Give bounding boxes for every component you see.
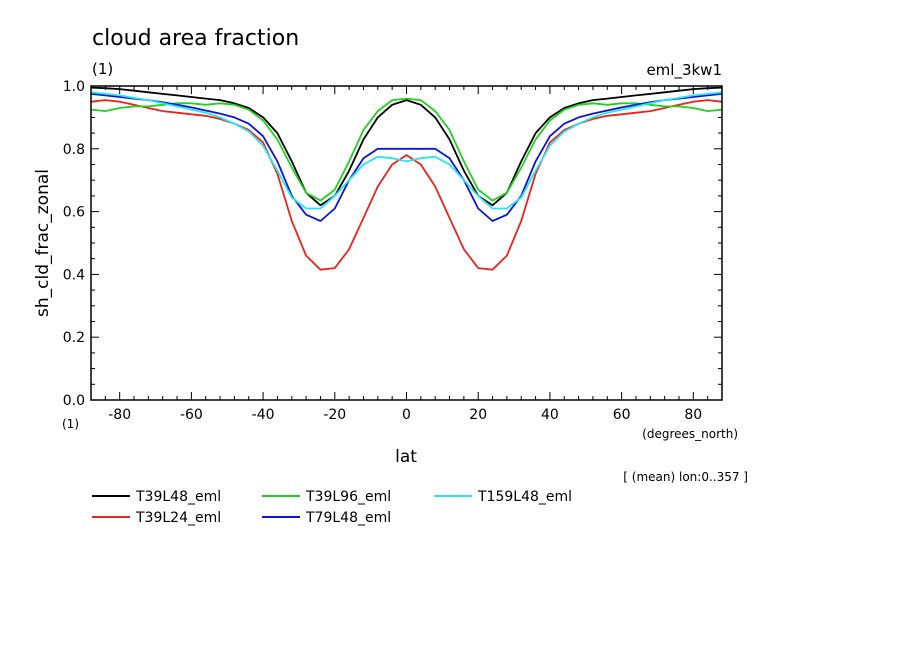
x-tick-label: 0 xyxy=(402,407,411,423)
x-tick-label: -60 xyxy=(180,407,203,423)
x-tick-label: 60 xyxy=(613,407,631,423)
axis-ticks: -80 -60 -40 -20 0 20 40 60 80 0.0 0.2 0.4 0.6 0.8 1.0 xyxy=(63,79,723,423)
legend-label: T39L96_eml xyxy=(305,489,391,505)
x-axis-label: lat xyxy=(395,447,417,467)
x-tick-label: 80 xyxy=(684,407,702,423)
series-line-t39l96_eml xyxy=(90,97,723,202)
x-axis-unit: (degrees_north) xyxy=(642,427,738,441)
series-line-t39l24_eml xyxy=(90,99,723,271)
y-tick-label: 0.0 xyxy=(63,393,85,409)
y-tick-label: 1.0 xyxy=(63,79,85,95)
units-label: (1) xyxy=(92,60,113,78)
x-tick-label: 20 xyxy=(469,407,487,423)
y-tick-label: 0.4 xyxy=(63,267,85,283)
x-tick-label: -20 xyxy=(323,407,346,423)
experiment-label: eml_3kw1 xyxy=(646,61,722,80)
series-line-t159l48_eml xyxy=(90,91,723,210)
legend-label: T159L48_eml xyxy=(477,489,572,505)
plot-lines xyxy=(90,86,723,271)
y-tick-label: 0.6 xyxy=(63,205,85,221)
plot-frame xyxy=(90,85,723,401)
legend-label: T79L48_eml xyxy=(305,510,391,526)
chart-title: cloud area fraction xyxy=(92,26,299,51)
legend-label: T39L48_eml xyxy=(135,489,221,505)
lon-mean-note: [ (mean) lon:0..357 ] xyxy=(623,470,748,484)
legend: T39L48_eml T39L24_eml T39L96_eml T79L48_eml… xyxy=(92,489,572,526)
series-line-t79l48_eml xyxy=(90,93,723,222)
x-tick-label: -40 xyxy=(252,407,275,423)
x-tick-label: -80 xyxy=(108,407,131,423)
series-line-t39l48_eml xyxy=(90,86,723,207)
y-tick-label: 0.8 xyxy=(63,142,85,158)
y-axis-unit: (1) xyxy=(62,417,79,431)
x-tick-label: 40 xyxy=(541,407,559,423)
y-tick-label: 0.2 xyxy=(63,330,85,346)
legend-label: T39L24_eml xyxy=(135,510,221,526)
y-axis-label: sh_cld_frac_zonal xyxy=(33,169,53,317)
